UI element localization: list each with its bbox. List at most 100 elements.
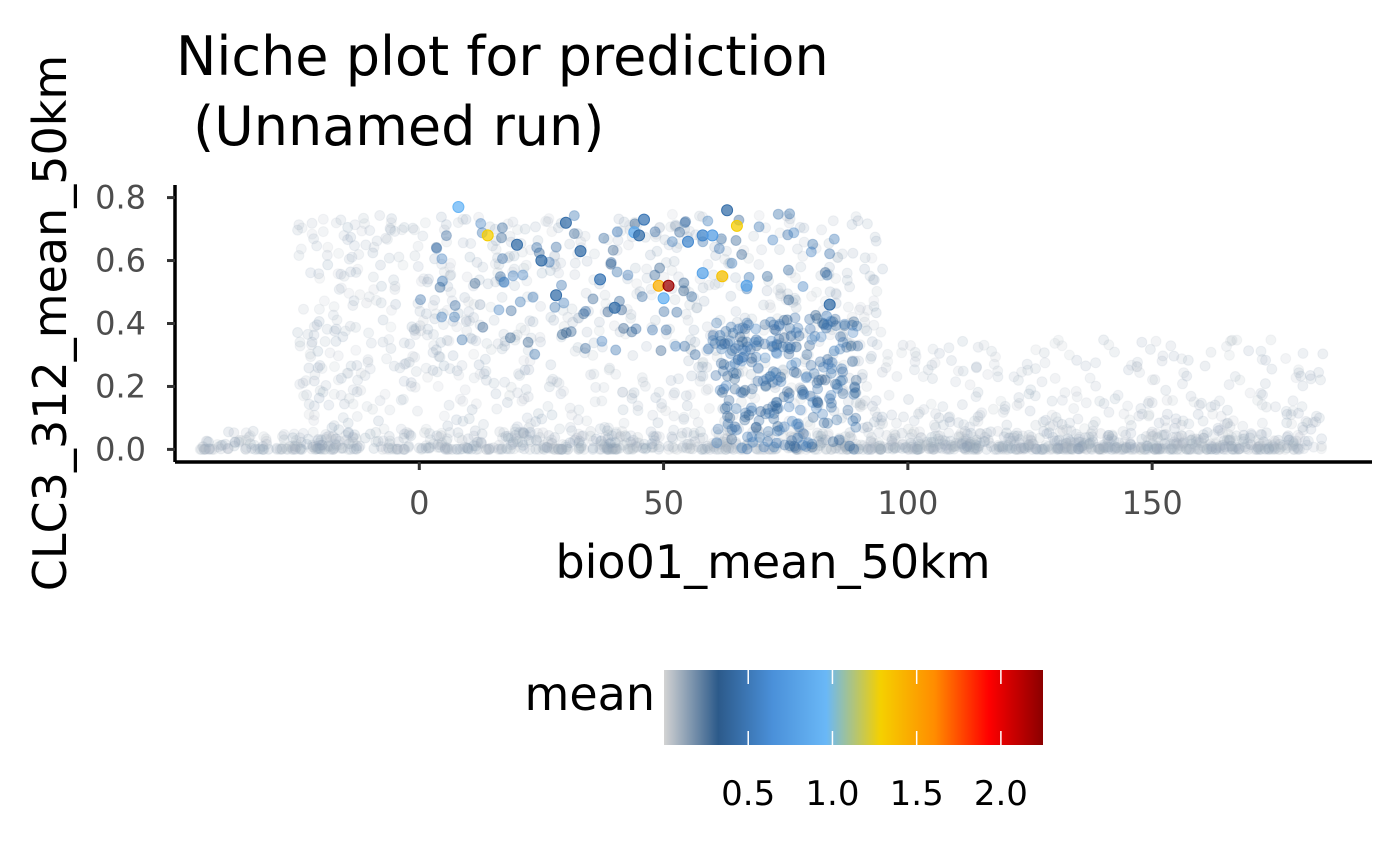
- data-point: [562, 443, 573, 455]
- data-point: [607, 244, 619, 256]
- data-point: [339, 325, 351, 337]
- data-point: [742, 439, 753, 450]
- data-point: [326, 422, 338, 434]
- data-point: [611, 266, 623, 278]
- data-point: [844, 281, 856, 293]
- data-point: [601, 443, 613, 455]
- data-point: [463, 443, 474, 455]
- data-point: [722, 418, 734, 430]
- data-point: [314, 443, 326, 454]
- data-point: [784, 343, 796, 355]
- data-point: [881, 429, 893, 441]
- data-point: [1198, 432, 1210, 444]
- data-point: [327, 443, 339, 455]
- data-point-highlight: [740, 279, 753, 292]
- data-point: [524, 315, 536, 327]
- data-point: [384, 438, 395, 450]
- data-point: [466, 404, 478, 416]
- data-point: [431, 242, 443, 254]
- data-point: [623, 239, 634, 251]
- data-point: [384, 404, 396, 416]
- data-point: [569, 257, 581, 269]
- data-point: [923, 443, 935, 455]
- data-point: [1070, 385, 1082, 397]
- data-point: [1061, 443, 1073, 455]
- data-point: [1234, 374, 1246, 386]
- data-point-highlight: [511, 238, 523, 251]
- data-point: [905, 437, 917, 449]
- data-point: [753, 221, 765, 233]
- data-point: [1259, 378, 1271, 390]
- data-point: [887, 443, 899, 455]
- data-point: [1244, 387, 1256, 399]
- data-point-highlight: [696, 267, 709, 280]
- data-point: [611, 443, 623, 455]
- data-point: [627, 439, 638, 450]
- data-point: [543, 430, 555, 441]
- data-point: [781, 314, 793, 326]
- data-point: [1000, 439, 1012, 451]
- data-point: [801, 349, 813, 361]
- data-point: [611, 226, 623, 238]
- data-point: [1044, 443, 1056, 455]
- data-point: [756, 244, 768, 256]
- data-point: [666, 265, 678, 276]
- data-point: [349, 240, 360, 252]
- data-point: [538, 443, 550, 455]
- data-point: [363, 327, 375, 339]
- data-point: [948, 441, 959, 453]
- data-point: [1124, 437, 1136, 449]
- data-point: [423, 442, 434, 454]
- x-axis-ticks: 0 50 100 150: [409, 462, 1183, 522]
- data-point: [824, 393, 836, 405]
- data-point: [533, 443, 545, 455]
- data-point: [858, 440, 870, 452]
- data-point: [419, 217, 431, 229]
- data-point: [1145, 428, 1157, 440]
- data-point: [720, 443, 732, 455]
- data-point: [1226, 440, 1238, 452]
- data-point: [936, 443, 948, 455]
- data-point: [1190, 439, 1202, 451]
- data-point: [606, 430, 618, 442]
- data-point: [556, 443, 568, 455]
- data-point: [972, 386, 984, 398]
- data-point: [726, 429, 737, 441]
- data-point: [385, 321, 397, 333]
- data-point: [1223, 349, 1235, 361]
- data-point: [1026, 431, 1037, 443]
- data-point: [778, 421, 790, 433]
- data-point: [1052, 442, 1064, 454]
- data-point: [1257, 389, 1268, 401]
- data-point: [1151, 443, 1163, 455]
- data-point: [765, 316, 777, 328]
- data-point: [457, 395, 469, 407]
- data-point: [868, 274, 880, 286]
- data-point: [927, 443, 939, 455]
- data-point: [395, 394, 407, 406]
- data-point: [1263, 443, 1275, 455]
- data-point: [681, 400, 693, 412]
- data-point: [1039, 357, 1051, 369]
- data-point: [278, 429, 290, 440]
- data-point: [815, 430, 827, 442]
- data-point: [334, 439, 346, 451]
- data-point: [1185, 390, 1197, 402]
- data-point: [475, 218, 487, 229]
- data-point: [981, 427, 993, 439]
- data-point: [450, 443, 462, 455]
- data-point: [848, 443, 860, 455]
- data-point: [1053, 443, 1065, 454]
- data-point: [1037, 443, 1049, 455]
- data-point: [607, 442, 619, 454]
- data-point: [917, 371, 929, 383]
- data-point: [985, 426, 997, 438]
- data-point: [496, 443, 507, 455]
- data-point: [498, 427, 510, 438]
- data-point: [1252, 441, 1264, 453]
- data-point: [1230, 430, 1242, 442]
- data-point: [828, 345, 840, 357]
- data-point: [1233, 443, 1245, 455]
- data-point: [385, 224, 397, 236]
- data-point: [350, 344, 362, 356]
